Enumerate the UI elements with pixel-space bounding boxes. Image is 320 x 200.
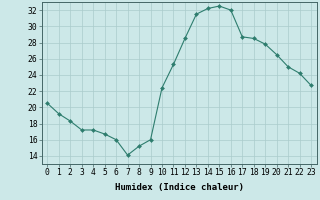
X-axis label: Humidex (Indice chaleur): Humidex (Indice chaleur) — [115, 183, 244, 192]
